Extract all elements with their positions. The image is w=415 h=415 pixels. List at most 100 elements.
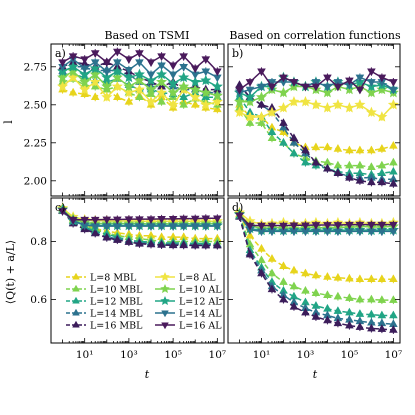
data-point bbox=[145, 83, 157, 95]
data-point bbox=[157, 62, 166, 71]
data-point bbox=[355, 86, 365, 95]
data-point bbox=[289, 281, 299, 290]
legend-entry: L=16 MBL bbox=[90, 321, 143, 332]
series-group bbox=[57, 47, 223, 114]
data-point bbox=[311, 83, 321, 92]
data-point bbox=[245, 222, 255, 231]
legend-marker bbox=[160, 295, 170, 306]
data-point bbox=[67, 61, 79, 72]
series-line-l-16-mbl bbox=[61, 210, 218, 247]
data-point bbox=[79, 83, 91, 95]
data-point bbox=[179, 240, 188, 249]
data-point bbox=[89, 76, 101, 87]
data-point bbox=[387, 99, 399, 110]
data-point bbox=[377, 177, 387, 186]
column-title-left: Based on TSMI bbox=[104, 29, 189, 42]
data-point bbox=[355, 294, 365, 303]
data-point bbox=[389, 86, 398, 95]
data-point bbox=[323, 272, 332, 280]
legend-entry: L=14 MBL bbox=[90, 309, 143, 320]
legend-marker bbox=[72, 272, 80, 280]
y-tick-label: 2.00 bbox=[24, 175, 47, 187]
data-point bbox=[311, 288, 321, 296]
data-point bbox=[133, 74, 145, 86]
data-point bbox=[189, 91, 201, 102]
data-point bbox=[245, 118, 255, 126]
legend-entry: L=12 MBL bbox=[90, 297, 143, 308]
data-point bbox=[288, 95, 300, 107]
data-point bbox=[190, 99, 200, 108]
data-point bbox=[124, 67, 134, 75]
data-point bbox=[333, 222, 343, 230]
data-point bbox=[389, 274, 398, 283]
data-point bbox=[377, 295, 387, 303]
legend-marker bbox=[160, 283, 170, 294]
data-point bbox=[89, 68, 101, 80]
data-point bbox=[345, 172, 354, 181]
data-point bbox=[257, 222, 266, 231]
data-point bbox=[111, 65, 123, 77]
panel-label: d) bbox=[232, 201, 243, 214]
data-point bbox=[257, 268, 266, 277]
data-point bbox=[367, 79, 376, 87]
data-point bbox=[345, 320, 354, 329]
data-point bbox=[111, 80, 123, 92]
data-point bbox=[345, 221, 354, 230]
x-tick-label: 10⁵ bbox=[164, 349, 182, 361]
data-point bbox=[135, 92, 144, 101]
data-point bbox=[365, 86, 377, 98]
legend-entry: L=10 MBL bbox=[90, 285, 143, 296]
data-point bbox=[279, 261, 288, 269]
data-point bbox=[323, 83, 332, 92]
y-axis-label-top: l bbox=[2, 120, 15, 124]
data-point bbox=[90, 228, 100, 237]
data-point bbox=[377, 74, 387, 83]
series-group bbox=[57, 202, 223, 250]
data-point bbox=[124, 56, 134, 65]
data-point bbox=[200, 86, 212, 98]
x-tick-label: 10⁷ bbox=[209, 349, 227, 361]
data-point bbox=[135, 239, 144, 247]
data-point bbox=[301, 145, 310, 154]
data-point bbox=[189, 76, 201, 87]
data-point bbox=[178, 80, 190, 92]
data-point bbox=[245, 86, 255, 95]
data-point bbox=[345, 160, 354, 169]
data-point bbox=[323, 303, 332, 312]
x-tick-label: 10³ bbox=[120, 349, 138, 361]
data-point bbox=[301, 285, 310, 294]
data-point bbox=[355, 322, 365, 330]
data-point bbox=[289, 265, 299, 274]
data-point bbox=[301, 83, 310, 92]
data-point bbox=[345, 145, 354, 154]
data-point bbox=[133, 83, 145, 95]
data-point bbox=[235, 86, 244, 95]
series-group bbox=[233, 206, 399, 334]
data-point bbox=[245, 79, 255, 87]
panel-c: 10¹ 10³ 10⁵ 10⁷ 0.6 0.8 c) bbox=[30, 197, 227, 361]
data-point bbox=[167, 86, 179, 98]
data-point bbox=[355, 175, 365, 184]
data-point bbox=[135, 59, 144, 68]
y-tick-label: 0.6 bbox=[30, 294, 47, 306]
data-point bbox=[321, 86, 333, 98]
data-point bbox=[311, 157, 321, 166]
series-line-l-16-mbl bbox=[238, 84, 394, 185]
data-point bbox=[111, 71, 123, 83]
data-point bbox=[289, 133, 299, 142]
y-tick-label: 2.50 bbox=[24, 99, 47, 111]
panel-frame bbox=[227, 43, 401, 197]
data-point bbox=[355, 74, 365, 83]
data-point bbox=[255, 91, 267, 102]
data-point bbox=[267, 133, 277, 142]
data-point bbox=[213, 215, 222, 224]
legend-marker bbox=[72, 308, 80, 316]
data-point bbox=[201, 223, 211, 231]
data-point bbox=[333, 144, 343, 152]
panel-frame bbox=[50, 197, 225, 344]
x-tick-label: 10¹ bbox=[76, 349, 94, 361]
data-point bbox=[376, 83, 388, 95]
data-point bbox=[355, 274, 365, 283]
panel-d: 10¹ 10³ 10⁵ 10⁷ d) bbox=[227, 197, 402, 361]
data-point bbox=[102, 232, 112, 241]
